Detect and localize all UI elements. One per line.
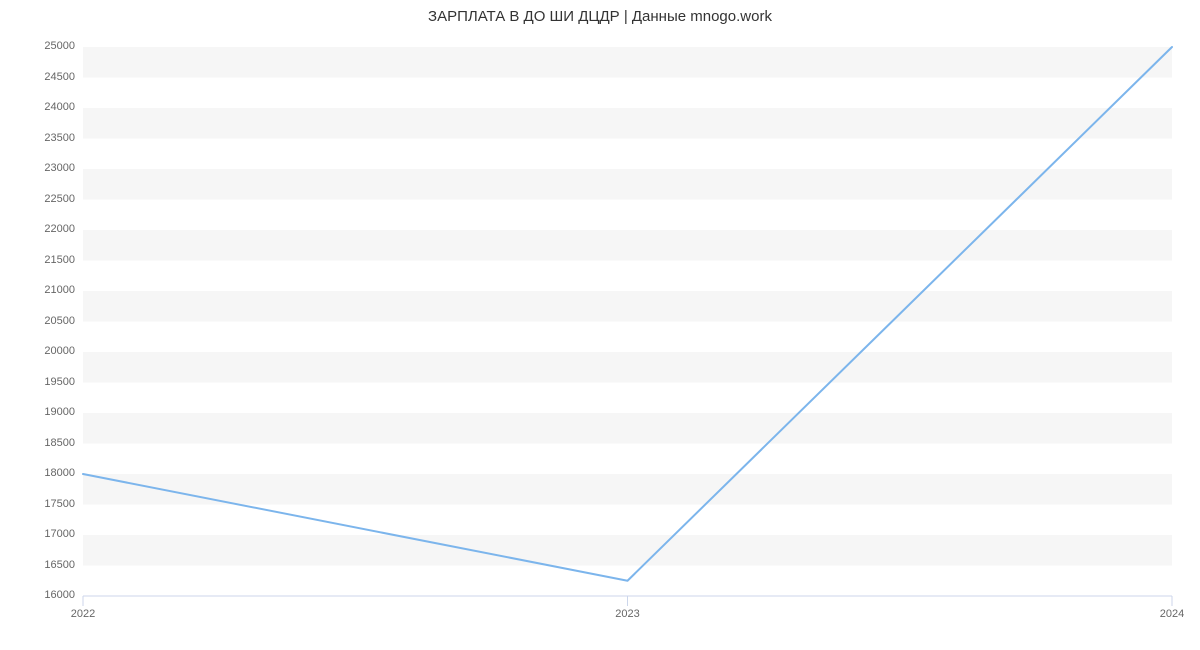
y-tick-label: 17500 [0, 498, 75, 510]
y-tick-label: 23500 [0, 132, 75, 144]
y-tick-label: 18000 [0, 467, 75, 479]
salary-chart: ЗАРПЛАТА В ДО ШИ ДЦДР | Данные mnogo.wor… [0, 0, 1200, 650]
y-tick-label: 17000 [0, 528, 75, 540]
y-tick-label: 19000 [0, 406, 75, 418]
y-tick-label: 21500 [0, 254, 75, 266]
plot-area [0, 0, 1200, 650]
y-tick-label: 21000 [0, 284, 75, 296]
y-tick-label: 25000 [0, 40, 75, 52]
y-tick-label: 19500 [0, 376, 75, 388]
y-tick-label: 16000 [0, 589, 75, 601]
y-tick-label: 18500 [0, 437, 75, 449]
x-tick-label: 2022 [43, 608, 123, 620]
y-tick-label: 20500 [0, 315, 75, 327]
y-tick-label: 16500 [0, 559, 75, 571]
y-tick-label: 23000 [0, 162, 75, 174]
y-tick-label: 20000 [0, 345, 75, 357]
y-tick-label: 24500 [0, 71, 75, 83]
x-tick-label: 2023 [588, 608, 668, 620]
y-tick-label: 22000 [0, 223, 75, 235]
y-tick-label: 24000 [0, 101, 75, 113]
x-tick-label: 2024 [1132, 608, 1200, 620]
y-tick-label: 22500 [0, 193, 75, 205]
